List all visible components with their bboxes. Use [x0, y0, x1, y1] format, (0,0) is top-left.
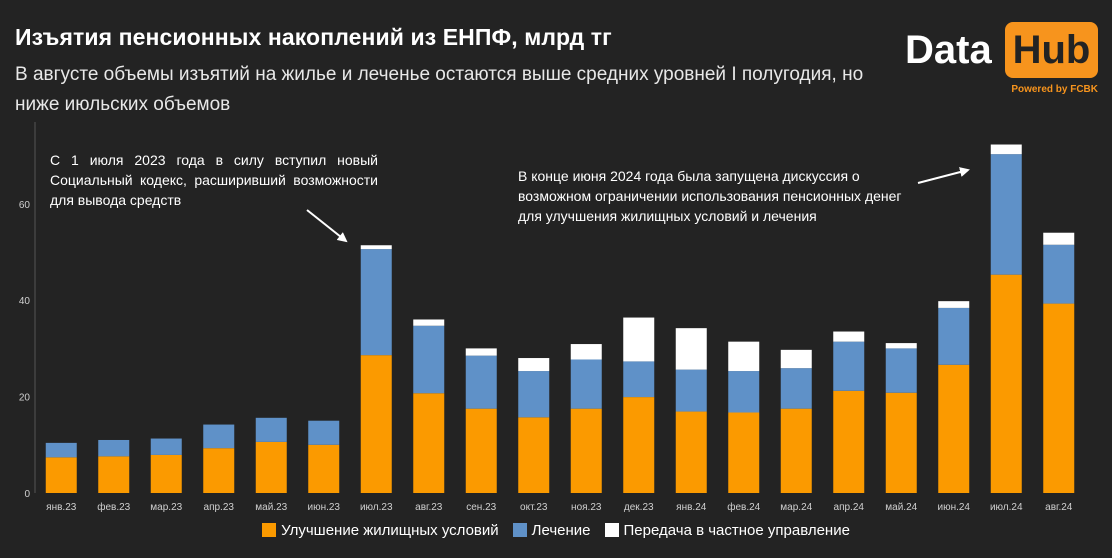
- logo-powered-by: Powered by FCBK: [1011, 84, 1098, 95]
- bar-segment-housing: [413, 393, 445, 493]
- bar-segment-treatment: [728, 371, 760, 413]
- x-tick-label: авг.24: [1045, 502, 1073, 513]
- legend-item-treatment: Лечение: [512, 521, 591, 539]
- x-tick-label: апр.23: [204, 502, 235, 513]
- bar-segment-housing: [255, 441, 287, 493]
- bar-segment-housing: [518, 417, 550, 493]
- bar-segment-private: [990, 144, 1022, 155]
- bar-segment-housing: [570, 408, 602, 493]
- bar-segment-housing: [833, 390, 865, 493]
- x-tick-label: фев.24: [727, 501, 760, 513]
- legend-swatch-treatment: [512, 523, 527, 537]
- bar-segment-private: [518, 358, 550, 372]
- bar-segment-treatment: [360, 249, 392, 356]
- bar-segment-treatment: [623, 361, 655, 398]
- x-tick-label: май.24: [885, 502, 917, 513]
- x-tick-label: май.23: [255, 502, 287, 513]
- x-tick-label: дек.23: [624, 502, 654, 513]
- x-tick-label: июн.23: [307, 502, 340, 513]
- annotation-restriction-discussion: В конце июня 2024 года была запущена дис…: [518, 168, 902, 224]
- x-tick-label: мар.24: [780, 502, 812, 513]
- bar-segment-housing: [465, 408, 497, 493]
- legend-swatch-housing: [262, 523, 277, 537]
- bar-segment-private: [623, 317, 655, 362]
- x-tick-label: авг.23: [415, 502, 443, 513]
- chart-subtitle: В августе объемы изъятий на жилье и лече…: [15, 64, 864, 115]
- bar-segment-private: [1043, 232, 1075, 245]
- x-tick-label: июн.24: [937, 502, 970, 513]
- legend-label-private: Передача в частное управление: [623, 521, 850, 539]
- x-tick-label: окт.23: [520, 502, 548, 513]
- legend-label-housing: Улучшение жилищных условий: [281, 521, 499, 539]
- bar-segment-treatment: [885, 348, 917, 393]
- x-tick-label: апр.24: [834, 502, 865, 513]
- x-tick-label: сен.23: [466, 502, 496, 513]
- x-tick-label: июл.24: [990, 502, 1023, 513]
- bar-segment-housing: [675, 411, 707, 493]
- chart-title: Изъятия пенсионных накоплений из ЕНПФ, м…: [15, 24, 612, 50]
- bar-segment-housing: [203, 448, 235, 493]
- bar-segment-housing: [728, 412, 760, 493]
- bar-segment-private: [833, 331, 865, 342]
- legend-item-housing: Улучшение жилищных условий: [262, 522, 499, 539]
- legend-label-treatment: Лечение: [531, 521, 591, 539]
- annotation-social-code: С 1 июля 2023 года в силу вступил новый …: [50, 152, 378, 208]
- bar-segment-treatment: [413, 325, 445, 394]
- bar-segment-treatment: [150, 438, 182, 455]
- chart-legend: Улучшение жилищных условий Лечение Перед…: [0, 518, 1112, 542]
- bar-segment-treatment: [308, 420, 340, 445]
- x-tick-label: янв.24: [676, 502, 707, 513]
- bar-segment-private: [465, 348, 497, 356]
- bar-segment-housing: [885, 392, 917, 493]
- bar-segment-treatment: [518, 371, 550, 418]
- datahub-logo: Data Hub Powered by FCBK: [905, 20, 1098, 100]
- bar-segment-private: [728, 341, 760, 372]
- bar-segment-private: [675, 328, 707, 370]
- logo-text-hub: Hub: [1005, 22, 1098, 78]
- bar-segment-housing: [780, 408, 812, 493]
- bar-segment-treatment: [98, 439, 130, 457]
- bar-segment-housing: [45, 457, 77, 493]
- bar-segment-private: [360, 245, 392, 250]
- bar-segment-treatment: [675, 369, 707, 412]
- bar-segment-private: [413, 319, 445, 326]
- bar-segment-housing: [990, 274, 1022, 493]
- bar-segment-treatment: [255, 417, 287, 442]
- x-tick-label: мар.23: [150, 502, 182, 513]
- bar-segment-housing: [360, 355, 392, 493]
- annotation-arrow-1: [306, 209, 348, 243]
- y-tick-label: 20: [19, 393, 31, 404]
- annotation-arrow-2: [917, 167, 970, 184]
- bar-segment-treatment: [570, 359, 602, 409]
- bar-segment-treatment: [780, 368, 812, 409]
- bar-segment-housing: [623, 397, 655, 493]
- bar-segment-treatment: [465, 355, 497, 409]
- bar-segment-housing: [98, 456, 130, 493]
- y-tick-label: 0: [24, 489, 30, 500]
- y-tick-label: 40: [19, 296, 31, 307]
- bar-segment-housing: [938, 364, 970, 493]
- legend-swatch-private: [604, 523, 619, 537]
- bar-segment-private: [570, 344, 602, 360]
- bar-segment-treatment: [1043, 244, 1075, 304]
- x-tick-label: фев.23: [97, 501, 130, 513]
- logo-text-data: Data: [905, 28, 992, 72]
- bar-segment-private: [780, 349, 812, 369]
- bar-segment-private: [938, 301, 970, 308]
- bar-segment-treatment: [45, 442, 77, 458]
- x-tick-label: ноя.23: [571, 502, 602, 513]
- y-tick-label: 60: [19, 200, 31, 211]
- legend-item-private: Передача в частное управление: [604, 521, 850, 539]
- bar-segment-private: [885, 343, 917, 349]
- bar-segment-housing: [150, 454, 182, 493]
- stacked-bar-chart: 0 20 40 60 янв.23 фев.23 мар.23 апр.23 май.23 июн…: [19, 122, 1075, 513]
- bar-segment-treatment: [938, 307, 970, 365]
- bar-segment-housing: [1043, 303, 1075, 493]
- x-tick-label: янв.23: [46, 502, 77, 513]
- bar-segment-treatment: [203, 424, 235, 449]
- x-tick-label: июл.23: [360, 502, 393, 513]
- bar-segment-treatment: [833, 341, 865, 391]
- bar-segment-housing: [308, 444, 340, 493]
- bar-segment-treatment: [990, 154, 1022, 275]
